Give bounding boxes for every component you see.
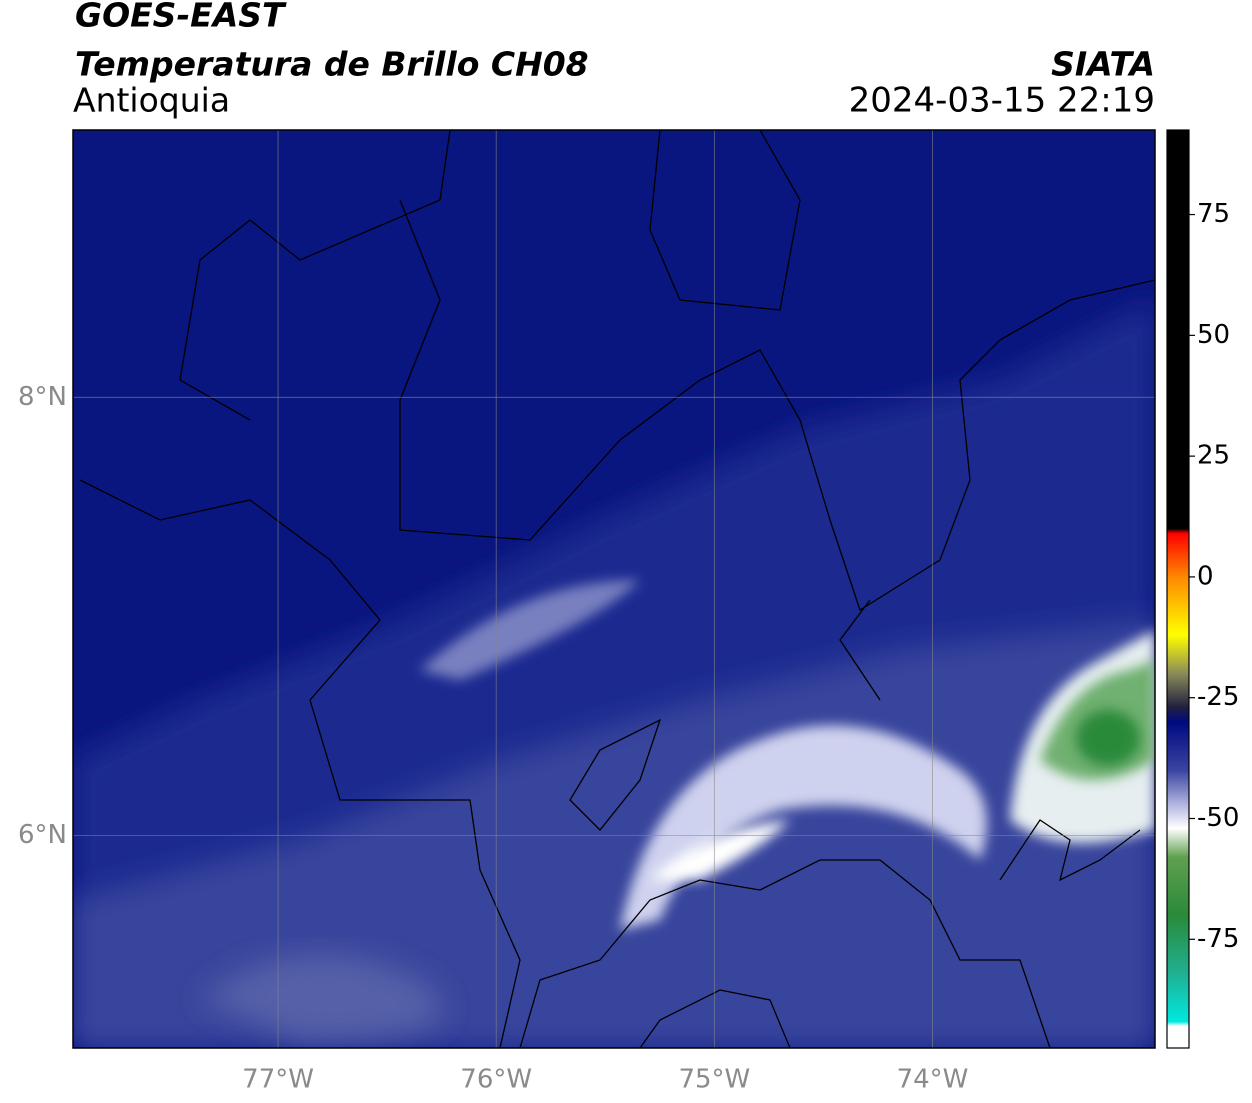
region: Antioquia — [73, 81, 230, 120]
subtitle: Temperatura de Brillo CH08 — [75, 45, 589, 84]
lon-label: 76°W — [460, 1065, 532, 1095]
lat-label: 8°N — [18, 382, 67, 412]
map-image — [73, 130, 1155, 1048]
lat-label: 6°N — [18, 820, 67, 850]
colorbar-tick-label: -75 — [1197, 924, 1239, 954]
datetime: 2024-03-15 22:19 — [849, 81, 1155, 121]
lon-label: 75°W — [678, 1065, 750, 1095]
lon-label: 77°W — [242, 1065, 314, 1095]
colorbar-tick-label: -25 — [1197, 682, 1239, 712]
colorbar-tick-label: 75 — [1197, 199, 1230, 229]
colorbar-tick-label: 25 — [1197, 441, 1230, 471]
map-frame — [72, 129, 1156, 1049]
colorbar — [1166, 129, 1190, 1049]
colorbar-tick-label: -50 — [1197, 803, 1239, 833]
lon-label: 74°W — [897, 1065, 969, 1095]
colorbar-tick-label: 0 — [1197, 561, 1214, 591]
colorbar-tick-label: 50 — [1197, 320, 1230, 350]
agency: SIATA — [1051, 45, 1155, 84]
title: GOES-EAST — [75, 0, 287, 35]
